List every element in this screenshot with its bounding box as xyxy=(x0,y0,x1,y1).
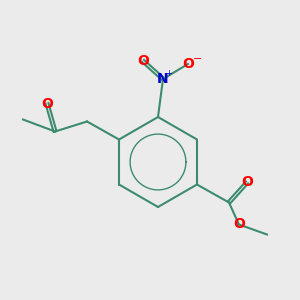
Text: O: O xyxy=(182,57,194,71)
Text: O: O xyxy=(241,176,253,190)
Text: O: O xyxy=(233,218,245,232)
Text: N: N xyxy=(157,72,169,86)
Text: O: O xyxy=(137,54,149,68)
Text: O: O xyxy=(41,97,53,110)
Text: +: + xyxy=(166,70,172,79)
Text: −: − xyxy=(193,54,203,64)
